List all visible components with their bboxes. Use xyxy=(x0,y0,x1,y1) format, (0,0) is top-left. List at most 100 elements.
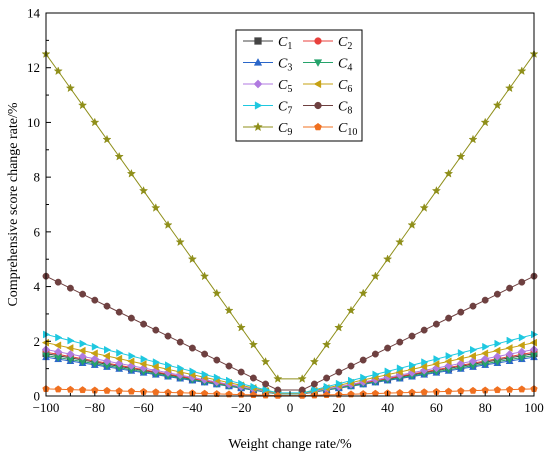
data-point xyxy=(114,151,124,161)
data-point xyxy=(457,348,465,357)
data-point xyxy=(358,288,368,298)
legend-item: C2 xyxy=(303,35,352,52)
data-point xyxy=(188,344,196,352)
data-point xyxy=(115,354,123,363)
legend-item: C8 xyxy=(303,100,352,117)
legend-label-name: C xyxy=(278,57,288,72)
data-point xyxy=(249,374,257,382)
series-line xyxy=(45,275,535,391)
data-point xyxy=(140,320,148,328)
data-point xyxy=(396,388,404,396)
data-point xyxy=(517,66,527,76)
data-point xyxy=(323,382,331,391)
data-point xyxy=(225,390,233,398)
data-point xyxy=(274,391,282,399)
x-tick-label: −20 xyxy=(231,400,251,415)
data-point xyxy=(359,356,367,364)
legend-label-name: C xyxy=(338,57,348,72)
legend-label: C3 xyxy=(278,57,292,74)
legend-item: C7 xyxy=(243,100,292,117)
data-point xyxy=(309,356,320,366)
legend-label: C7 xyxy=(278,100,292,117)
data-point xyxy=(420,362,428,371)
data-point xyxy=(152,358,160,367)
y-tick-label: 0 xyxy=(34,389,41,404)
data-point xyxy=(370,271,381,281)
legend-marker xyxy=(253,58,263,66)
legend-label-subscript: 2 xyxy=(347,41,352,52)
data-point xyxy=(432,360,440,368)
data-point xyxy=(360,373,368,382)
legend-label-subscript: 1 xyxy=(287,41,292,52)
data-point xyxy=(493,352,502,361)
data-point xyxy=(457,387,465,395)
data-point xyxy=(189,367,197,376)
data-point xyxy=(469,302,477,310)
data-point xyxy=(91,342,99,351)
data-point xyxy=(66,349,75,359)
legend-marker xyxy=(254,101,263,110)
data-point xyxy=(396,364,404,373)
data-point xyxy=(67,336,75,345)
legend-item: C6 xyxy=(303,78,352,95)
legend-marker xyxy=(313,59,323,67)
data-point xyxy=(396,338,404,346)
legend-marker xyxy=(253,121,263,132)
data-point xyxy=(382,254,393,264)
legend-label-subscript: 3 xyxy=(287,63,292,74)
legend-label-name: C xyxy=(338,121,348,136)
series-C8 xyxy=(42,272,538,394)
data-point xyxy=(420,388,428,396)
x-tick-label: −100 xyxy=(33,400,60,415)
data-point xyxy=(262,385,270,394)
data-point xyxy=(505,349,514,359)
data-point xyxy=(213,356,221,364)
x-tick-label: −40 xyxy=(182,400,202,415)
legend-label-subscript: 5 xyxy=(287,84,292,95)
data-point xyxy=(494,339,502,348)
data-point xyxy=(372,370,380,379)
legend-item: C3 xyxy=(243,57,292,74)
data-point xyxy=(66,385,75,393)
data-point xyxy=(504,83,515,93)
legend-label: C8 xyxy=(338,100,352,117)
x-tick-label: −80 xyxy=(85,400,105,415)
data-point xyxy=(371,350,379,358)
data-point xyxy=(164,332,172,340)
data-point xyxy=(419,203,429,212)
legend-item: C10 xyxy=(303,121,357,138)
x-tick-label: 0 xyxy=(287,400,294,415)
data-point xyxy=(505,385,514,393)
legend-label: C2 xyxy=(338,35,352,52)
data-point xyxy=(226,376,234,385)
data-point xyxy=(431,185,442,195)
data-point xyxy=(506,284,514,292)
data-point xyxy=(200,389,209,397)
y-tick-label: 2 xyxy=(34,334,41,349)
data-point xyxy=(103,386,111,394)
legend-label-subscript: 7 xyxy=(287,106,292,117)
data-point xyxy=(104,345,112,354)
data-point xyxy=(90,117,100,127)
data-point xyxy=(421,358,429,367)
data-point xyxy=(151,203,161,212)
data-point xyxy=(54,278,62,286)
legend-label-subscript: 10 xyxy=(347,127,357,138)
legend-label-subscript: 4 xyxy=(347,63,352,74)
legend-marker xyxy=(254,37,262,45)
data-point xyxy=(493,290,501,298)
data-point xyxy=(456,151,466,161)
legend-label-subscript: 8 xyxy=(347,106,352,117)
data-point xyxy=(151,362,159,371)
data-point xyxy=(407,220,417,229)
data-point xyxy=(444,387,453,395)
x-tick-label: 80 xyxy=(479,400,492,415)
data-point xyxy=(468,352,476,360)
y-tick-label: 14 xyxy=(27,6,41,21)
data-point xyxy=(445,314,453,322)
data-point xyxy=(127,357,135,366)
data-point xyxy=(102,134,112,144)
data-point xyxy=(128,352,136,360)
data-point xyxy=(433,355,441,364)
